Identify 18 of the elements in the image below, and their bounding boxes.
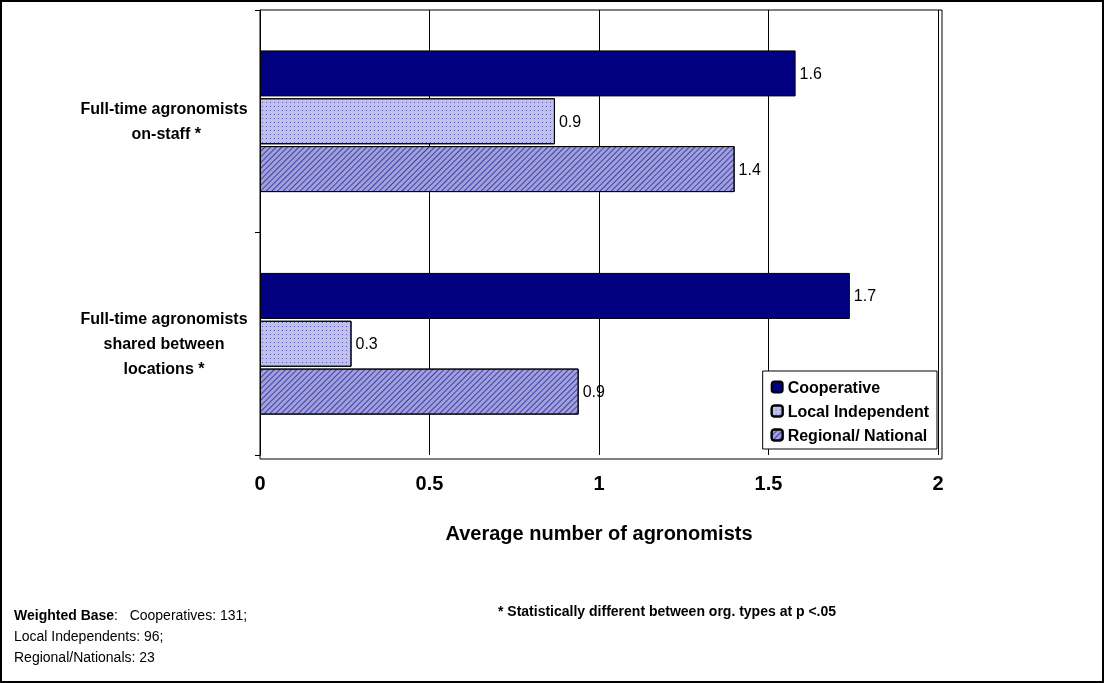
x-tick-label: 0 xyxy=(254,472,266,494)
x-tick-label: 1.5 xyxy=(754,472,783,494)
x-tick-label: 2 xyxy=(932,472,944,494)
y-tick-label: Full-time agronomists on-staff * xyxy=(80,100,248,143)
data-label: 1.7 xyxy=(853,287,877,305)
legend-label: Local Independent xyxy=(787,402,930,420)
x-tick-label: 0.5 xyxy=(415,472,444,494)
data-label: 0.9 xyxy=(558,112,582,130)
data-label: 1.6 xyxy=(799,64,822,82)
x-axis-title: Average number of agronomists xyxy=(445,522,753,544)
y-tick-label: Full-time agronomists shared between locations * xyxy=(80,310,248,378)
data-label: 1.4 xyxy=(738,160,761,178)
text: Weighted Base: Cooperatives: 131; Local Independents: 96; Regional/Nationals: 23 xyxy=(14,606,248,665)
data-label: 0.3 xyxy=(355,335,378,353)
legend-label: Cooperative xyxy=(787,378,881,396)
text: * Statistically different between org. types at p <.05 xyxy=(498,602,837,619)
x-tick-label: 1 xyxy=(593,472,605,494)
legend-label: Regional/ National xyxy=(787,426,928,444)
